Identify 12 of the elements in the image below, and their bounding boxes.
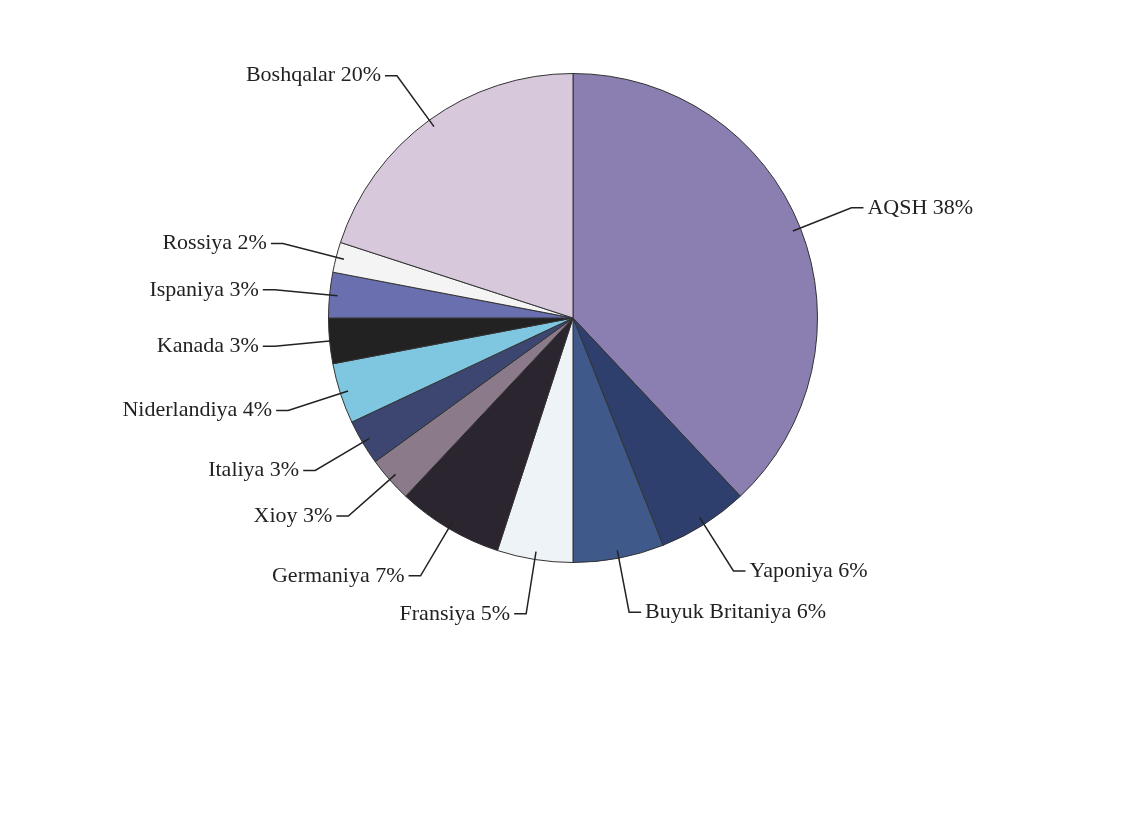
slice-label: Boshqalar 20% [245, 61, 381, 87]
slice-label: Italiya 3% [208, 456, 300, 482]
slice-label: Yaponiya 6% [749, 556, 868, 582]
slice-label: Xioy 3% [253, 501, 333, 527]
slice-label: Niderlandiya 4% [122, 396, 273, 422]
slice-label: Buyuk Britaniya 6% [645, 597, 826, 623]
slice-label: Ispaniya 3% [149, 275, 259, 301]
slice-label: AQSH 38% [867, 193, 974, 219]
slice-label: Germaniya 7% [271, 561, 405, 587]
slice-label: Fransiya 5% [399, 599, 511, 625]
slice-label: Kanada 3% [156, 331, 259, 357]
slice-label: Rossiya 2% [162, 229, 267, 255]
